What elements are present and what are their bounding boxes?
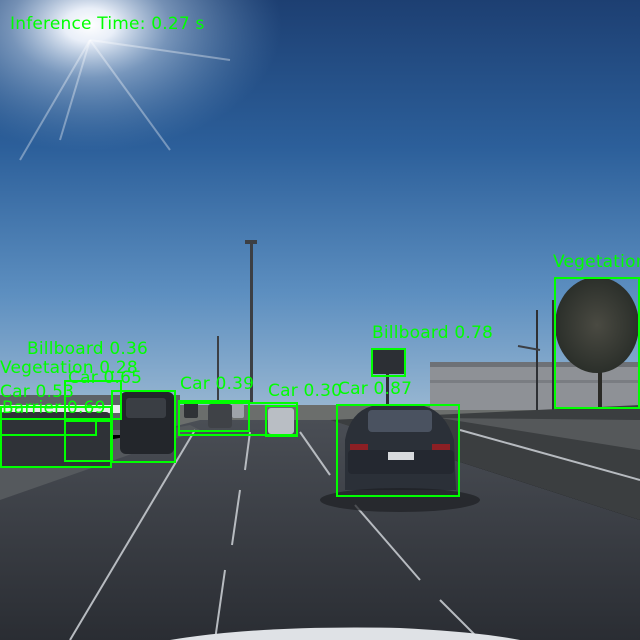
- vegetation-detection-box: [554, 277, 640, 409]
- car-detection-box: [178, 400, 250, 432]
- car-detection-label: Car 0.30: [268, 381, 343, 401]
- vegetation-detection-label: Vegetation 0.28: [0, 358, 138, 378]
- car-detection-label: Car 0.87: [338, 379, 413, 399]
- car-detection-label: Car 0.65: [68, 368, 143, 388]
- car-detection-label: Car 0.39: [180, 374, 255, 394]
- billboard-detection-label: Billboard 0.78: [372, 323, 493, 343]
- car-detection-box: [111, 390, 176, 463]
- barrier-detection-box: [64, 420, 112, 462]
- barrier-detection-label: Barrier 0.69: [2, 398, 106, 418]
- car-detection-label: Car 0.53: [0, 382, 75, 402]
- billboard-detection-box: [371, 348, 406, 377]
- car-detection-box: [336, 404, 460, 497]
- vegetation-detection-label: Vegetation: [553, 252, 640, 272]
- barrier-detection-box: [0, 418, 97, 436]
- billboard-detection-label: Billboard 0.36: [27, 339, 148, 359]
- inference-time-label: Inference Time: 0.27 s: [10, 14, 205, 34]
